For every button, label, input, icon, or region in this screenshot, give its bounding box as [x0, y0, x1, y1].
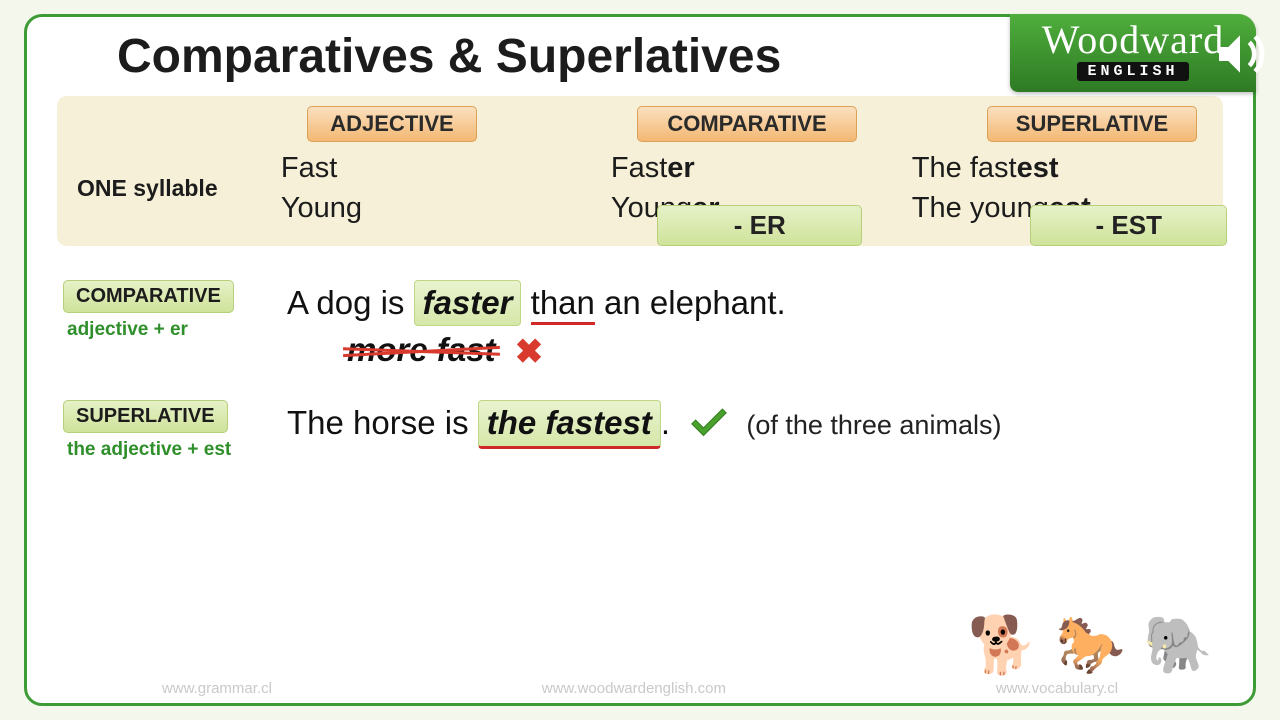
footer-url-2: www.woodwardenglish.com	[542, 680, 726, 697]
example-superlative: SUPERLATIVE the adjective + est The hors…	[57, 400, 1223, 461]
brand-sub: ENGLISH	[1077, 62, 1188, 81]
highlight-faster: faster	[414, 280, 522, 326]
underline-than: than	[531, 284, 595, 325]
lesson-card: Woodward ENGLISH Comparatives & Superlat…	[24, 14, 1256, 706]
speaker-icon	[1212, 26, 1268, 82]
footer-url-3: www.vocabulary.cl	[996, 680, 1118, 697]
sentence-superlative: The horse is the fastest. (of the three …	[287, 400, 1001, 449]
dog-icon: 🐕	[968, 617, 1038, 673]
header-adjective: ADJECTIVE	[307, 106, 477, 142]
suffix-row: - ER - EST	[57, 205, 1227, 246]
parenthetical: (of the three animals)	[746, 410, 1001, 440]
band-label: ONE syllable	[77, 175, 281, 202]
footer-urls: www.grammar.cl www.woodwardenglish.com w…	[27, 680, 1253, 697]
example-comparative: COMPARATIVE adjective + er A dog is fast…	[57, 280, 1223, 374]
check-icon	[687, 400, 731, 444]
elephant-icon: 🐘	[1143, 617, 1213, 673]
tag-comparative: COMPARATIVE	[63, 280, 234, 313]
rule-comparative: adjective + er	[67, 319, 287, 341]
suffix-est: - EST	[1030, 205, 1227, 246]
rule-superlative: the adjective + est	[67, 439, 287, 461]
animals-row: 🐕 🐎 🐘	[968, 617, 1213, 673]
sentence-comparative: A dog is faster than an elephant.	[287, 280, 786, 326]
header-superlative: SUPERLATIVE	[987, 106, 1197, 142]
header-comparative: COMPARATIVE	[637, 106, 857, 142]
wrong-example: more fast ✖	[287, 326, 786, 374]
highlight-the-fastest: the fastest	[478, 400, 661, 449]
footer-url-1: www.grammar.cl	[162, 680, 272, 697]
horse-icon: 🐎	[1056, 617, 1126, 673]
suffix-er: - ER	[657, 205, 862, 246]
brand-badge: Woodward ENGLISH	[1010, 14, 1256, 92]
tag-superlative: SUPERLATIVE	[63, 400, 228, 433]
cross-icon: ✖	[515, 333, 544, 371]
examples: COMPARATIVE adjective + er A dog is fast…	[57, 280, 1223, 461]
